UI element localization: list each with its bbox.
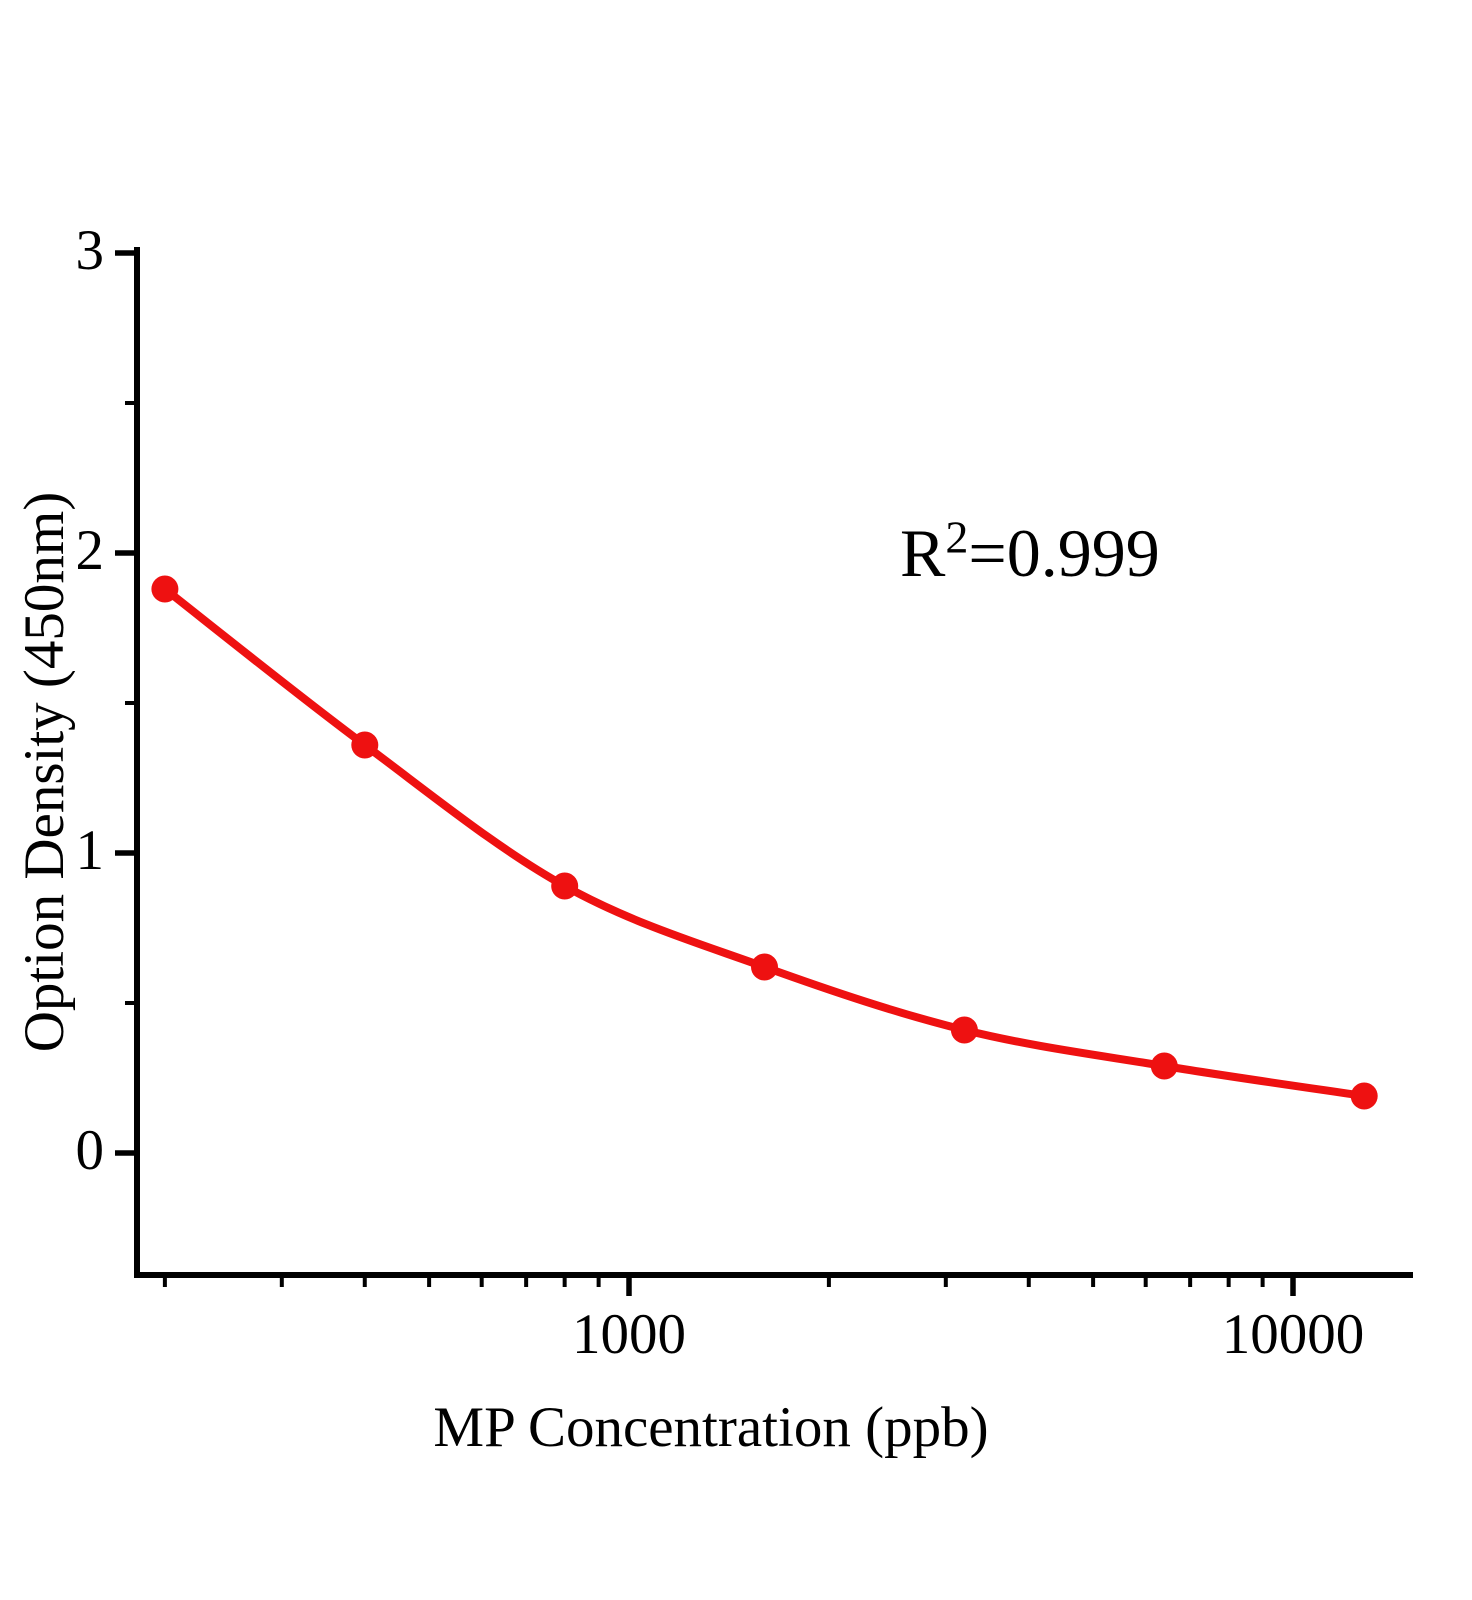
y-axis-title: Option Density (450nm) (13, 491, 76, 1053)
data-point (950, 1016, 978, 1044)
y-tick-label: 3 (75, 219, 105, 282)
r-squared-annotation: R2=0.999 (900, 514, 1160, 587)
r2-exponent: 2 (945, 511, 969, 563)
y-tick-label: 2 (75, 519, 105, 582)
data-point (351, 731, 379, 759)
r2-base: R (900, 515, 946, 591)
x-axis-title: MP Concentration (ppb) (433, 1396, 989, 1459)
data-point (1150, 1052, 1178, 1080)
y-tick-label: 1 (75, 819, 105, 882)
data-point (151, 575, 179, 603)
fit-curve (160, 585, 1369, 1100)
r2-value: =0.999 (968, 515, 1160, 591)
x-tick-label: 10000 (1221, 1303, 1365, 1366)
data-point (551, 872, 579, 900)
y-tick-label: 0 (75, 1119, 105, 1182)
data-point (1350, 1082, 1378, 1110)
x-tick-label: 1000 (572, 1303, 686, 1366)
data-point (751, 953, 778, 981)
